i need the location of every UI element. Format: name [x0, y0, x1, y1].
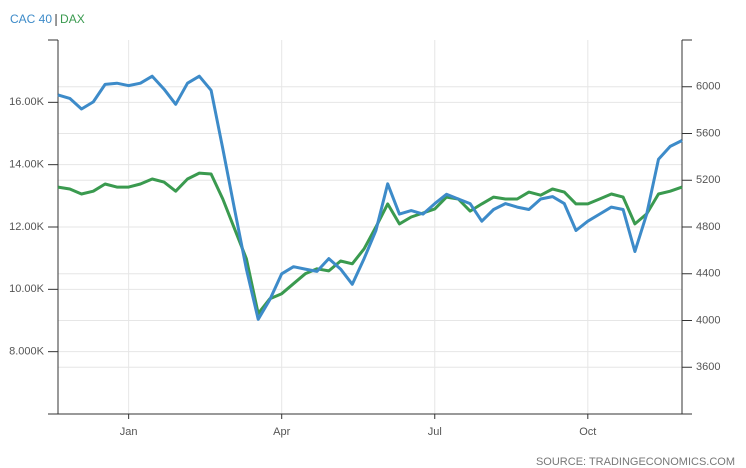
- y-tick-label: 10.00K: [9, 283, 45, 295]
- y2-tick-label: 4000: [696, 314, 720, 326]
- series-line: [57, 74, 683, 321]
- y2-tick-label: 6000: [696, 81, 720, 93]
- y2-tick-label: 3600: [696, 361, 720, 373]
- y2-tick-label: 5200: [696, 174, 720, 186]
- y-tick-label: 16.00K: [9, 96, 45, 108]
- legend-entry: CAC 40: [10, 12, 52, 26]
- y-tick-label: 14.00K: [9, 159, 45, 171]
- x-tick-label: Jul: [428, 426, 442, 438]
- y2-tick-label: 5600: [696, 127, 720, 139]
- source-note: SOURCE: TRADINGECONOMICS.COM: [536, 456, 735, 468]
- y2-tick-label: 4400: [696, 268, 720, 280]
- x-tick-label: Oct: [579, 426, 596, 438]
- x-tick-label: Apr: [273, 426, 290, 438]
- y2-tick-label: 4800: [696, 221, 720, 233]
- y-tick-label: 8.000K: [9, 346, 45, 358]
- series-line: [57, 171, 683, 316]
- x-tick-label: Jan: [120, 426, 138, 438]
- legend-entry: DAX: [60, 12, 85, 26]
- y-tick-label: 12.00K: [9, 221, 45, 233]
